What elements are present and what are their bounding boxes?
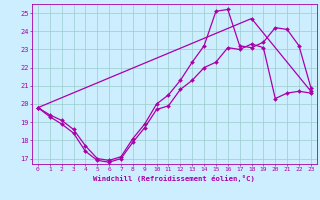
X-axis label: Windchill (Refroidissement éolien,°C): Windchill (Refroidissement éolien,°C) [93, 175, 255, 182]
